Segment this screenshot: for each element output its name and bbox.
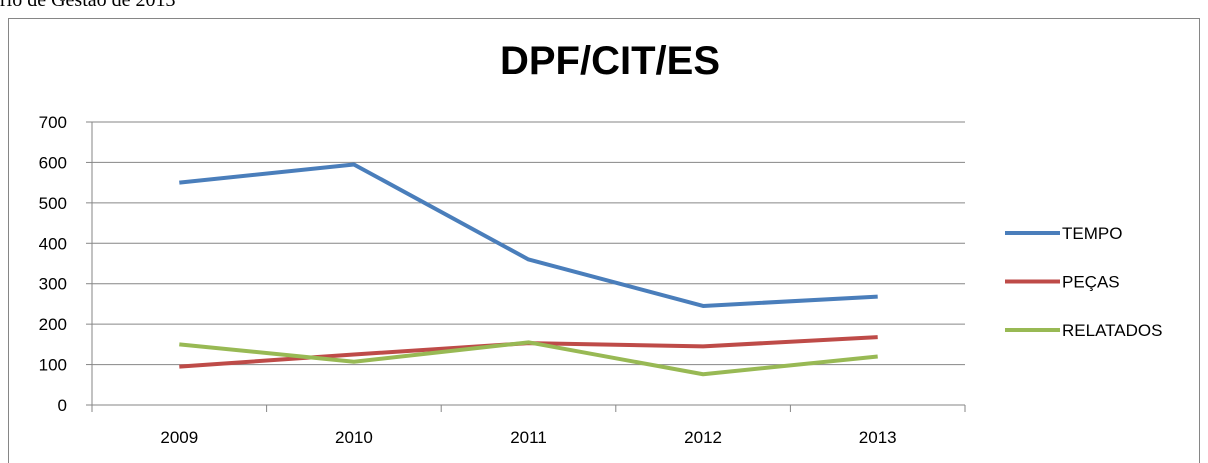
y-tick-label: 400 (39, 234, 67, 253)
x-tick-label: 2013 (859, 428, 897, 447)
legend-label: TEMPO (1062, 224, 1122, 243)
y-tick-label: 0 (58, 396, 67, 415)
y-tick-label: 700 (39, 113, 67, 132)
y-tick-label: 500 (39, 194, 67, 213)
legend-label: RELATADOS (1062, 321, 1162, 340)
x-tick-label: 2012 (684, 428, 722, 447)
caption: rio de Gestão de 2013 (0, 0, 176, 11)
chart-title: DPF/CIT/ES (500, 39, 720, 83)
x-tick-label: 2010 (335, 428, 373, 447)
y-tick-label: 300 (39, 275, 67, 294)
chart-border (8, 18, 1200, 463)
line-series (179, 162, 878, 308)
y-tick-label: 600 (39, 153, 67, 172)
y-tick-label: 200 (39, 315, 67, 334)
line-series (179, 340, 878, 377)
legend-label: PEÇAS (1062, 273, 1120, 292)
x-tick-label: 2011 (510, 428, 547, 447)
y-tick-label: 100 (39, 356, 67, 375)
x-tick-label: 2009 (160, 428, 198, 447)
